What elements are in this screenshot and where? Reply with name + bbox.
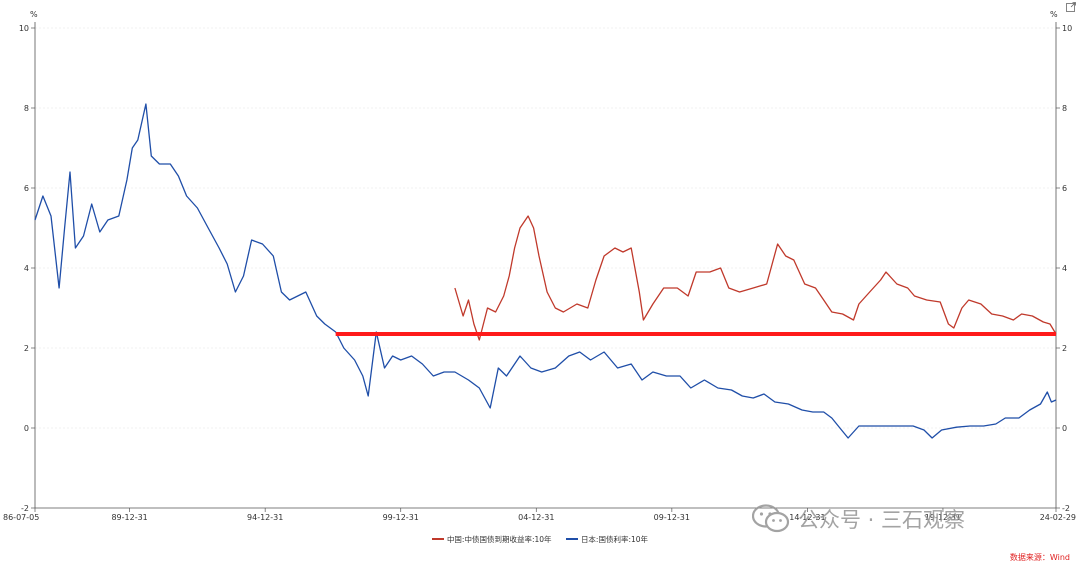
y-tick-label-left: -2 xyxy=(21,504,29,513)
legend-label-japan: 日本:国债利率:10年 xyxy=(580,534,649,544)
y-tick-label-right: 8 xyxy=(1062,104,1067,113)
y-tick-label-left: 10 xyxy=(19,24,29,33)
y-tick-label-right: 2 xyxy=(1062,344,1067,353)
series-line-china-10y xyxy=(454,215,1057,341)
line-chart: % % 10 8 6 4 2 0 -2 10 8 6 4 2 0 -2 86-07-05 89-12-31… xyxy=(3,10,1076,522)
x-axis-ticks: 86-07-05 89-12-31 94-12-31 99-12-31 04-12-31… xyxy=(3,508,1076,522)
wechat-icon xyxy=(752,504,790,533)
legend-item-china[interactable]: 中国:中债国债到期收益率:10年 xyxy=(431,534,552,545)
legend-swatch-japan xyxy=(565,538,578,540)
x-tick-label: 89-12-31 xyxy=(111,513,147,522)
export-icon[interactable] xyxy=(1066,2,1076,12)
y-tick-label-right: 4 xyxy=(1062,264,1067,273)
legend-swatch-china xyxy=(431,538,444,540)
x-tick-label: 04-12-31 xyxy=(518,513,554,522)
series-line-japan-10y xyxy=(34,103,1057,439)
x-tick-label: 09-12-31 xyxy=(654,513,690,522)
x-tick-label: 99-12-31 xyxy=(383,513,419,522)
left-axis-ticks: 10 8 6 4 2 0 -2 xyxy=(19,24,35,513)
legend-item-japan[interactable]: 日本:国债利率:10年 xyxy=(565,534,649,545)
x-tick-label: 14-12-31 xyxy=(789,513,825,522)
watermark: 公众号 · 三石观察 xyxy=(752,504,965,534)
axes: % % xyxy=(30,10,1058,509)
right-unit-label: % xyxy=(1050,10,1058,19)
x-tick-label: 19-12-31 xyxy=(925,513,961,522)
data-source: 数据来源：Wind xyxy=(1009,553,1070,562)
y-tick-label-right: -2 xyxy=(1062,504,1070,513)
y-tick-label-right: 0 xyxy=(1062,424,1067,433)
legend-label-china: 中国:中债国债到期收益率:10年 xyxy=(446,534,552,544)
y-tick-label-left: 0 xyxy=(24,424,29,433)
y-tick-label-left: 4 xyxy=(24,264,29,273)
y-tick-label-left: 2 xyxy=(24,344,29,353)
x-tick-label: 86-07-05 xyxy=(3,513,39,522)
legend: 中国:中债国债到期收益率:10年 日本:国债利率:10年 xyxy=(0,533,1080,545)
x-tick-label: 24-02-29 xyxy=(1040,513,1076,522)
y-tick-label-right: 6 xyxy=(1062,184,1067,193)
watermark-text: 公众号 · 三石观察 xyxy=(798,508,966,532)
right-axis-ticks: 10 8 6 4 2 0 -2 xyxy=(1056,24,1072,513)
y-tick-label-left: 6 xyxy=(24,184,29,193)
y-tick-label-left: 8 xyxy=(24,104,29,113)
x-tick-label: 94-12-31 xyxy=(247,513,283,522)
series-lines xyxy=(34,103,1057,439)
gridlines xyxy=(35,27,1056,429)
y-tick-label-right: 10 xyxy=(1062,24,1072,33)
left-unit-label: % xyxy=(30,10,38,19)
